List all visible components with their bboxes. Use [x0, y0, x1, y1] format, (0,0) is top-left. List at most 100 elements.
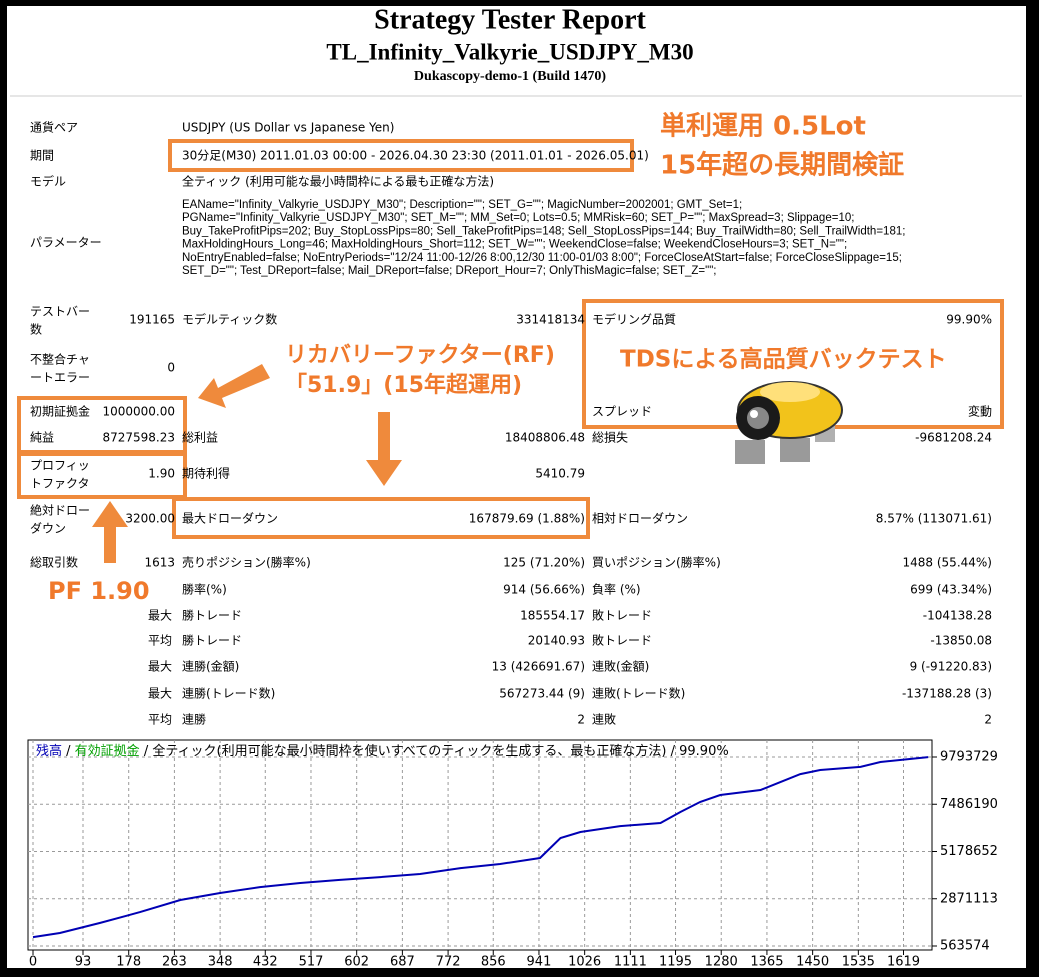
legend-entry: 残高 [36, 743, 62, 759]
stat-value: 191165 [129, 313, 175, 327]
x-tick-label: 178 [116, 955, 141, 970]
arrows [92, 364, 402, 563]
stat-value: 5410.79 [535, 467, 585, 481]
stat-value: 167879.69 (1.88%) [469, 512, 585, 526]
stat-label: 連勝 [182, 712, 206, 727]
x-tick-label: 432 [253, 955, 278, 970]
stat-prefix: 最大 [148, 660, 172, 674]
x-tick-label: 1195 [659, 955, 692, 970]
y-tick-label: 5178652 [940, 844, 998, 859]
highlight-box [172, 497, 590, 539]
x-tick-label: 1111 [614, 955, 647, 970]
x-tick-label: 1026 [568, 955, 601, 970]
stat-label: テストバー [30, 305, 90, 319]
info-label: パラメーター [30, 236, 102, 250]
stat-prefix: 平均 [148, 713, 172, 727]
x-tick-label: 856 [481, 955, 506, 970]
stat-prefix: 最大 [148, 609, 172, 623]
parameter-line: SET_D=""; Test_DReport=false; Mail_DRepo… [182, 265, 717, 277]
stat-value: 8.57% (113071.61) [876, 512, 992, 526]
stat-value: 331418134 [516, 313, 585, 327]
stat-value: -9681208.24 [915, 431, 992, 445]
stat-label: 期待利得 [182, 466, 230, 481]
stat-value: 1.90 [148, 467, 175, 481]
parameter-line: PGName="Infinity_Valkyrie_USDJPY_M30"; S… [182, 212, 854, 224]
stat-value: 3200.00 [125, 512, 175, 526]
stat-label: トファクタ [30, 477, 90, 491]
y-tick-label: 9793729 [940, 750, 998, 765]
chart-frame [27, 739, 933, 951]
stat-prefix: 平均 [148, 634, 172, 648]
stat-label: 相対ドローダウン [592, 511, 688, 526]
x-tick-label: 93 [75, 955, 92, 970]
stat-label: 総利益 [182, 431, 218, 445]
stat-value: 185554.17 [520, 609, 585, 623]
stat-value: 1000000.00 [102, 405, 175, 419]
stat-value: 2 [984, 713, 992, 727]
info-label: モデル [30, 174, 66, 189]
annotation: 15年超の長期間検証 [660, 150, 904, 181]
stat-value: 9 (-91220.83) [910, 660, 992, 674]
stat-label: 最大ドローダウン [182, 511, 278, 526]
x-tick-label: 263 [162, 955, 187, 970]
x-tick-label: 687 [390, 955, 415, 970]
stat-value: 1488 (55.44%) [903, 556, 992, 570]
parameter-line: NoEntryEnabled=false; NoEntryPeriods="12… [182, 252, 902, 264]
x-tick-label: 941 [527, 955, 552, 970]
server: Dukascopy-demo-1 (Build 1470) [414, 69, 606, 84]
x-tick-label: 0 [29, 955, 37, 970]
x-tick-label: 602 [344, 955, 369, 970]
stat-label: モデルティック数 [182, 312, 277, 327]
info-label: 期間 [30, 149, 54, 163]
highlight-box [17, 452, 187, 499]
parameter-line: MaxHoldingHours_Long=46; MaxHoldingHours… [182, 239, 847, 251]
stat-value: 914 (56.66%) [503, 583, 585, 597]
stat-value: 2 [577, 713, 585, 727]
title: Strategy Tester Report [374, 4, 646, 35]
stat-label: 純益 [30, 431, 54, 445]
balance-line [32, 756, 929, 939]
stat-value: 8727598.23 [102, 431, 175, 445]
legend-part: / [62, 744, 75, 759]
stat-value: 18408806.48 [505, 431, 585, 445]
annotation: リカバリーファクター(RF) [285, 343, 555, 368]
stat-label: モデリング品質 [592, 312, 676, 327]
equity-chart: 563574 2871113 5178652 7486190 9793729 0 93 178… [27, 739, 998, 970]
stat-label: 連勝(トレード数) [182, 686, 275, 701]
stat-label: 連敗 [592, 712, 616, 727]
stat-prefix: 最大 [148, 687, 172, 701]
stat-label: 絶対ドロー [30, 503, 90, 518]
annotation: PF 1.90 [48, 577, 150, 605]
legend-part: / 全ティック(利用可能な最小時間枠を使いすべてのティックを生成する、最も正確な… [140, 743, 729, 759]
parameter-line: EAName="Infinity_Valkyrie_USDJPY_M30"; D… [182, 199, 742, 211]
y-tick-label: 7486190 [940, 797, 998, 812]
info-value: 30分足(M30) 2011.01.03 00:00 - 2026.04.30 … [182, 149, 649, 163]
annotation: 単利運用 0.5Lot [660, 112, 866, 142]
annotation: 「51.9」(15年超運用) [285, 372, 522, 398]
stat-value: 20140.93 [528, 634, 585, 648]
stat-value: 125 (71.20%) [503, 556, 585, 570]
stat-label: 買いポジション(勝率%) [592, 555, 721, 570]
info-value: USDJPY (US Dollar vs Japanese Yen) [182, 121, 394, 135]
stat-label: 総損失 [592, 430, 628, 445]
stat-label: 総取引数 [30, 555, 78, 570]
stat-label: 敗トレード [592, 608, 652, 623]
stat-value: 13 (426691.67) [492, 660, 585, 674]
stat-value: -13850.08 [930, 634, 992, 648]
x-tick-label: 1450 [796, 955, 829, 970]
x-tick-label: 1280 [705, 955, 738, 970]
stat-label: プロフィッ [30, 459, 90, 473]
stat-label: 勝率(%) [182, 582, 227, 597]
x-tick-label: 517 [299, 955, 324, 970]
y-tick-label: 563574 [940, 939, 990, 954]
stat-label: 連敗(トレード数) [592, 686, 685, 701]
x-tick-label: 772 [436, 955, 461, 970]
parameter-line: Buy_TakeProfitPips=202; Buy_StopLossPips… [182, 225, 905, 237]
y-tick-label: 2871113 [940, 891, 998, 906]
stat-value: 0 [167, 361, 175, 375]
stat-value: 1613 [144, 556, 175, 570]
stat-value: 567273.44 (9) [499, 687, 585, 701]
stat-label: ダウン [30, 521, 66, 536]
